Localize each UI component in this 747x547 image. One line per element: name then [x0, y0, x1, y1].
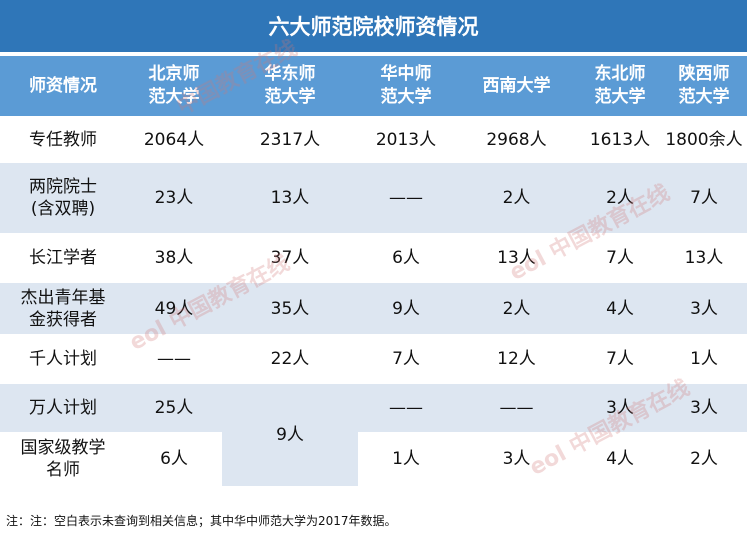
- table-cell: 1人: [661, 334, 747, 384]
- row-label: 千人计划: [0, 334, 126, 384]
- row-label: 两院院士 (含双聘): [0, 163, 126, 233]
- footnote: 注：注：空白表示未查询到相关信息；其中华中师范大学为2017年数据。: [6, 514, 397, 528]
- table-cell: 2013人: [358, 116, 454, 163]
- table-cell: 6人: [358, 233, 454, 283]
- table-cell: 6人: [126, 432, 222, 486]
- column-header: 东北师 范大学: [579, 56, 661, 116]
- table-cell: 9人: [358, 283, 454, 334]
- column-header: 西南大学: [454, 56, 579, 116]
- row-label: 专任教师: [0, 116, 126, 163]
- table-cell: 3人: [661, 283, 747, 334]
- table-cell: 7人: [579, 233, 661, 283]
- table-cell: 1人: [358, 432, 454, 486]
- table-cell: 13人: [661, 233, 747, 283]
- table-cell: 2人: [454, 283, 579, 334]
- table-cell: 7人: [358, 334, 454, 384]
- table-cell: 38人: [126, 233, 222, 283]
- column-header: 陕西师 范大学: [661, 56, 747, 116]
- column-header: 华中师 范大学: [358, 56, 454, 116]
- row-label: 长江学者: [0, 233, 126, 283]
- header-row-label: 师资情况: [0, 56, 126, 116]
- table-cell: ——: [454, 384, 579, 432]
- table-title: 六大师范院校师资情况: [0, 0, 747, 52]
- table-cell: 3人: [454, 432, 579, 486]
- table-cell: 23人: [126, 163, 222, 233]
- table-cell: 3人: [579, 384, 661, 432]
- column-header: 华东师 范大学: [222, 56, 358, 116]
- table-cell: 1800余人: [661, 116, 747, 163]
- table-cell: 7人: [579, 334, 661, 384]
- table-cell: 2968人: [454, 116, 579, 163]
- table-cell: 2人: [579, 163, 661, 233]
- table-cell: 35人: [222, 283, 358, 334]
- merged-cell: 9人: [222, 384, 358, 486]
- table-cell: 25人: [126, 384, 222, 432]
- table-cell: 4人: [579, 283, 661, 334]
- table-cell: ——: [358, 384, 454, 432]
- column-header: 北京师 范大学: [126, 56, 222, 116]
- row-label: 国家级教学 名师: [0, 432, 126, 486]
- table-cell: 4人: [579, 432, 661, 486]
- table-cell: ——: [358, 163, 454, 233]
- table-cell: 37人: [222, 233, 358, 283]
- table-cell: 22人: [222, 334, 358, 384]
- table-cell: 2人: [454, 163, 579, 233]
- faculty-table: 师资情况 北京师 范大学 华东师 范大学 华中师 范大学 西南大学 东北师 范大学 陕西师 …: [0, 56, 747, 500]
- table-cell: ——: [126, 334, 222, 384]
- row-label: 杰出青年基 金获得者: [0, 283, 126, 334]
- table-cell: 7人: [661, 163, 747, 233]
- table-cell: 13人: [454, 233, 579, 283]
- table-cell: 13人: [222, 163, 358, 233]
- table-cell: 1613人: [579, 116, 661, 163]
- table-cell: 2317人: [222, 116, 358, 163]
- table-cell: 2人: [661, 432, 747, 486]
- table-cell: 3人: [661, 384, 747, 432]
- table-cell: 49人: [126, 283, 222, 334]
- table-cell: 12人: [454, 334, 579, 384]
- row-label: 万人计划: [0, 384, 126, 432]
- table-cell: 2064人: [126, 116, 222, 163]
